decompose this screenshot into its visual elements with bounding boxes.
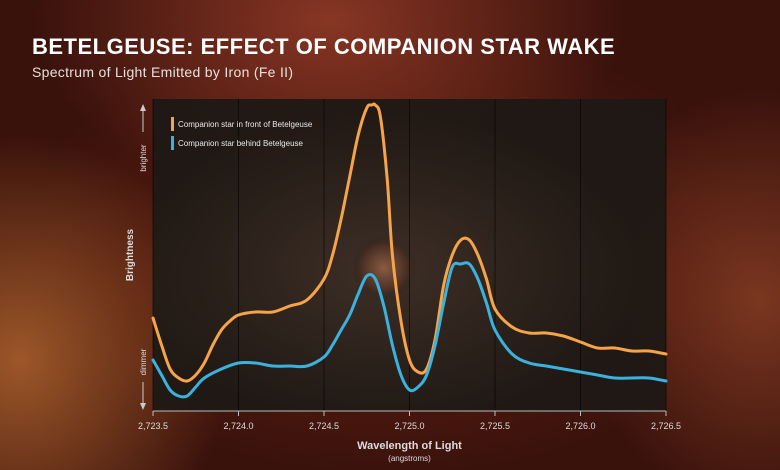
x-axis-unit: (angstroms) [388, 454, 431, 463]
chart-title: BETELGEUSE: EFFECT OF COMPANION STAR WAK… [32, 34, 616, 59]
brighter-label: brighter [139, 144, 148, 171]
series-line-behind [151, 261, 668, 399]
x-tick-label: 2,724.5 [309, 421, 339, 431]
x-tick-label: 2,726.5 [651, 421, 681, 431]
x-axis-label: Wavelength of Light [357, 440, 462, 452]
brighter-indicator: brighter [139, 104, 148, 172]
x-tick-label: 2,723.5 [138, 421, 168, 431]
x-tick-label: 2,724.0 [223, 421, 253, 431]
legend-label: Companion star behind Betelgeuse [178, 139, 304, 148]
dimmer-label: dimmer [139, 348, 148, 375]
x-tick-label: 2,726.0 [565, 421, 595, 431]
legend-label: Companion star in front of Betelgeuse [178, 120, 313, 129]
betelgeuse-image [352, 236, 416, 300]
x-tick-label: 2,725.5 [480, 421, 510, 431]
legend-swatch [171, 136, 174, 150]
x-tick-label: 2,725.0 [394, 421, 424, 431]
series-line-front [151, 102, 668, 383]
legend-swatch [171, 117, 174, 131]
dimmer-indicator: dimmer [139, 348, 148, 410]
chart-subtitle: Spectrum of Light Emitted by Iron (Fe II… [32, 64, 294, 80]
y-axis-label: Brightness [125, 228, 136, 281]
